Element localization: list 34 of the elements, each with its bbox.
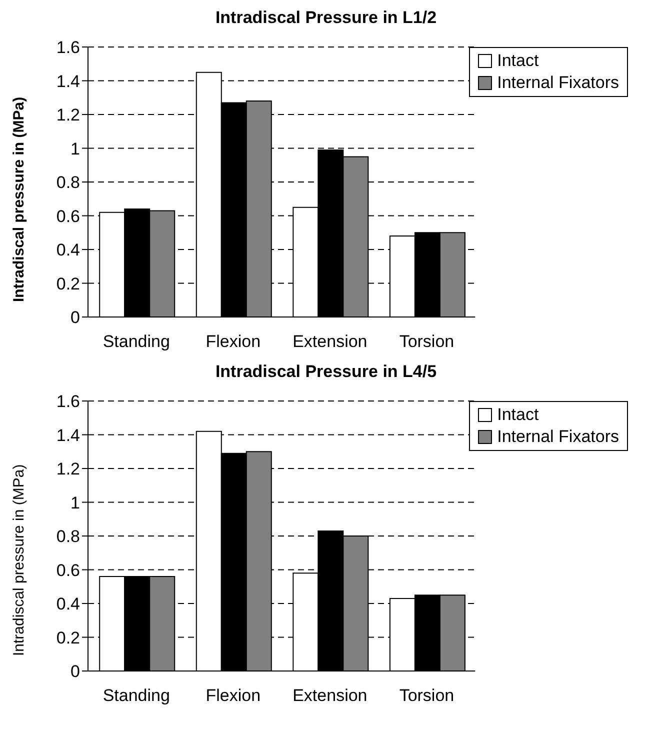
y-tick-label: 1.2 [56, 106, 80, 125]
y-axis-title: Intradiscal pressure in (MPa) [10, 464, 28, 656]
chart-title: Intradiscal Pressure in L1/2 [214, 8, 438, 28]
x-tick-label: Standing [102, 686, 170, 706]
x-tick-label: Torsion [399, 686, 454, 706]
legend-label: Internal Fixators [497, 72, 619, 94]
y-tick-label: 1.6 [56, 392, 80, 412]
legend-label: Intact [497, 404, 539, 426]
y-tick-label: 0.6 [56, 560, 80, 580]
y-tick-label: 1.4 [56, 426, 80, 445]
x-tick-label: Extension [292, 686, 368, 706]
legend-label: Intact [497, 50, 539, 72]
x-tick-label: Torsion [399, 332, 454, 352]
y-tick-label: 0.4 [56, 240, 80, 260]
y-tick-label: 0.2 [56, 274, 80, 294]
y-tick-label: 0.2 [56, 628, 80, 648]
y-tick-label: 0 [70, 662, 80, 682]
y-tick-label: 1 [70, 139, 80, 158]
y-tick-label: 0.8 [56, 173, 80, 192]
chart-title: Intradiscal Pressure in L4/5 [214, 362, 438, 382]
y-tick-label: 1 [70, 493, 80, 512]
y-tick-label: 0.4 [56, 594, 80, 614]
y-tick-label: 0.6 [56, 206, 80, 226]
y-tick-label: 0 [70, 308, 80, 328]
y-tick-label: 1.4 [56, 72, 80, 91]
x-tick-label: Flexion [206, 332, 261, 352]
y-tick-label: 1.2 [56, 460, 80, 479]
x-tick-label: Standing [102, 332, 170, 352]
x-tick-label: Extension [292, 332, 368, 352]
y-tick-label: 1.6 [56, 38, 80, 58]
y-axis-title: Intradiscal pressure in (MPa) [10, 96, 28, 302]
x-tick-label: Flexion [206, 686, 261, 706]
legend-label: Internal Fixators [497, 426, 619, 448]
y-tick-label: 0.8 [56, 527, 80, 546]
